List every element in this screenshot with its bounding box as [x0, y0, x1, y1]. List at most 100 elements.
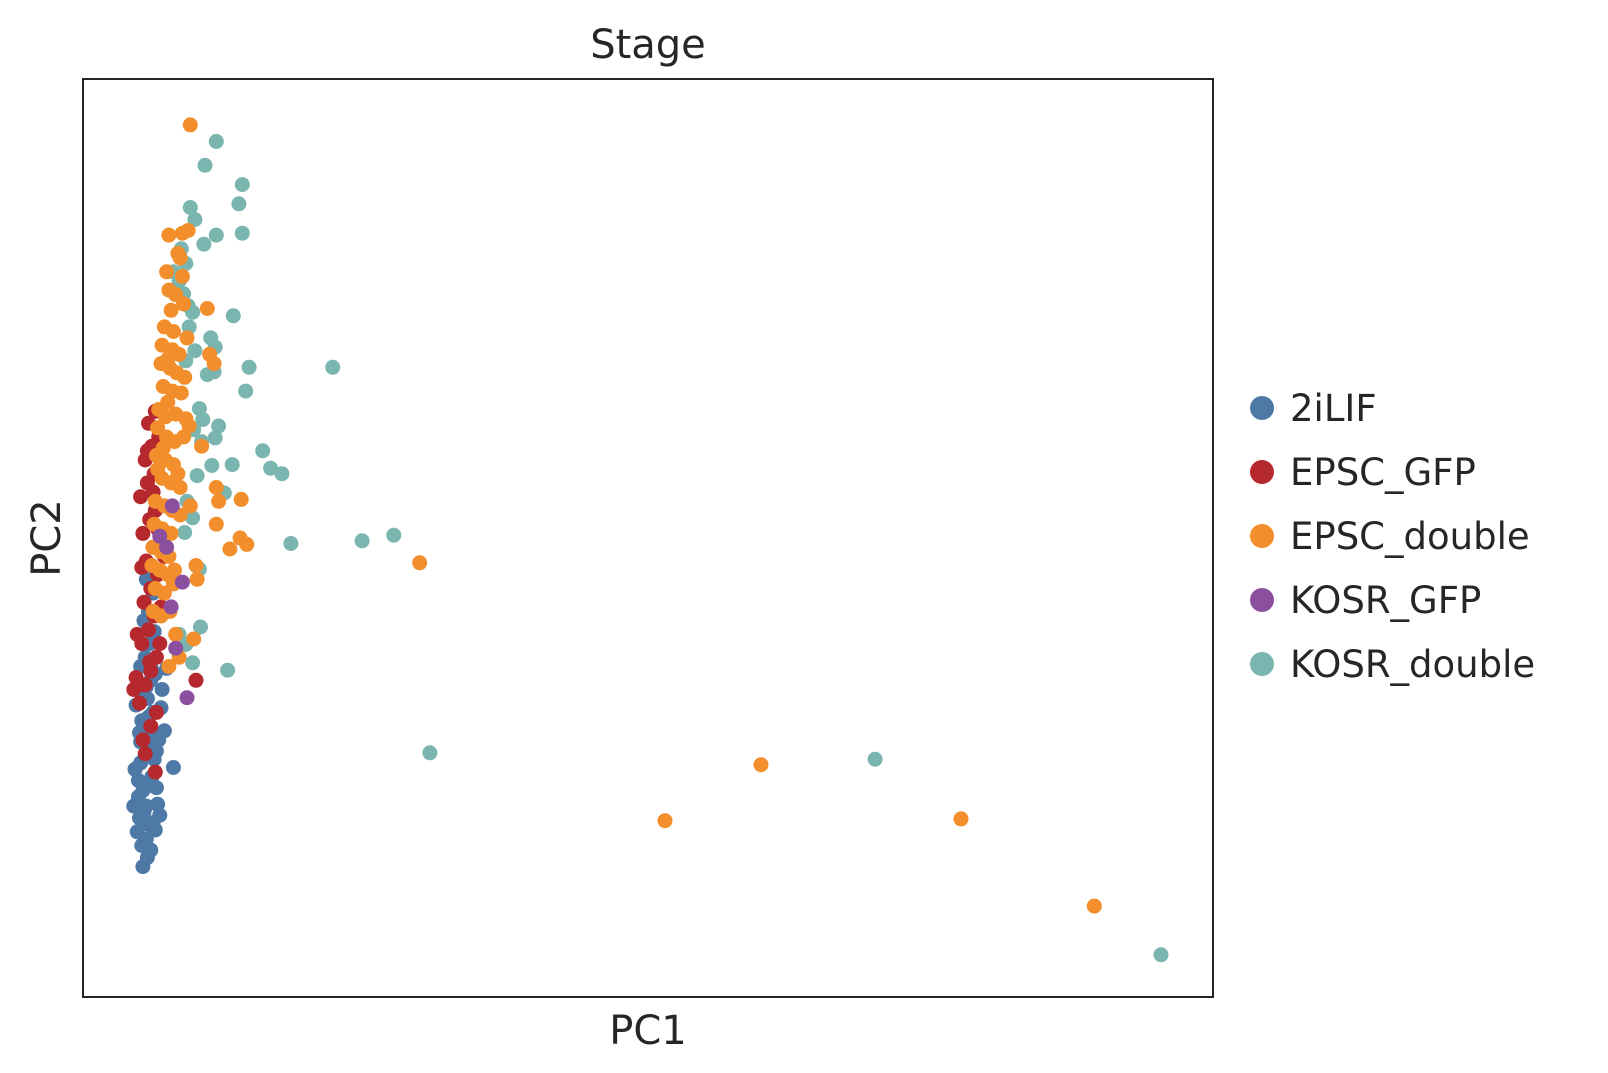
point-epsc-double-26: [173, 385, 189, 401]
point-epsc-double-83: [160, 351, 176, 367]
legend-label: EPSC_GFP: [1290, 451, 1476, 494]
legend-marker: [1250, 460, 1274, 484]
point-kosr-gfp-4: [159, 539, 175, 555]
point-2ilif-43: [147, 822, 163, 838]
legend-marker: [1250, 524, 1274, 548]
point-epsc-double-31: [150, 420, 166, 436]
point-epsc-double-21: [177, 369, 193, 385]
point-kosr-double-42: [177, 525, 193, 540]
point-2ilif-52: [148, 743, 164, 759]
point-epsc-double-28: [160, 394, 176, 410]
point-kosr-double-53: [867, 751, 883, 767]
point-epsc-double-46: [182, 498, 198, 514]
point-epsc-double-5: [159, 264, 175, 280]
point-epsc-double-87: [167, 562, 182, 578]
plot-frame: [82, 78, 1214, 998]
point-kosr-gfp-0: [179, 690, 195, 706]
point-kosr-double-38: [189, 468, 205, 484]
legend-marker: [1250, 652, 1274, 676]
point-kosr-double-1: [197, 157, 213, 173]
point-epsc-double-86: [155, 440, 171, 456]
point-epsc-double-79: [1086, 898, 1102, 914]
point-kosr-double-44: [354, 533, 370, 549]
point-epsc-double-75: [412, 555, 428, 571]
point-kosr-double-31: [207, 430, 223, 446]
point-epsc-double-0: [182, 117, 198, 133]
legend-marker: [1250, 396, 1274, 420]
point-2ilif-13: [148, 780, 164, 796]
point-epsc-double-49: [163, 525, 179, 541]
point-epsc-double-12: [165, 324, 181, 339]
y-axis-label: PC2: [24, 499, 70, 577]
point-kosr-double-33: [224, 457, 240, 473]
x-axis-label: PC1: [609, 1008, 687, 1054]
point-kosr-double-8: [196, 236, 212, 252]
legend-item-2ilif: 2iLIF: [1250, 387, 1377, 430]
point-2ilif-40: [165, 760, 181, 775]
point-epsc-gfp-32: [142, 654, 158, 670]
point-kosr-double-45: [386, 527, 402, 543]
point-epsc-double-6: [172, 250, 188, 266]
point-kosr-double-34: [263, 460, 279, 476]
point-epsc-double-10: [176, 296, 192, 312]
point-2ilif-45: [135, 859, 151, 875]
point-epsc-gfp-0: [132, 695, 147, 711]
legend-label: KOSR_GFP: [1290, 579, 1481, 622]
point-epsc-gfp-35: [148, 704, 164, 720]
point-epsc-gfp-5: [141, 622, 156, 638]
point-epsc-double-66: [186, 631, 202, 647]
point-kosr-double-28: [195, 412, 211, 428]
point-kosr-double-37: [204, 458, 220, 473]
point-epsc-double-77: [753, 757, 769, 773]
point-kosr-double-26: [238, 383, 254, 399]
point-epsc-double-84: [174, 268, 190, 284]
point-epsc-double-78: [953, 811, 969, 827]
point-epsc-double-13: [199, 301, 215, 316]
point-kosr-double-6: [208, 227, 224, 243]
point-epsc-gfp-7: [136, 594, 152, 610]
point-kosr-double-54: [1153, 947, 1169, 963]
legend: 2iLIF EPSC_GFP EPSC_double KOSR_GFP KOSR_dou…: [1250, 387, 1535, 686]
point-2ilif-42: [152, 807, 168, 823]
point-epsc-double-82: [150, 461, 166, 477]
point-epsc-gfp-31: [152, 636, 168, 652]
point-epsc-gfp-33: [188, 672, 204, 688]
legend-label: KOSR_double: [1290, 643, 1535, 686]
point-2ilif-38: [154, 682, 170, 697]
point-epsc-double-69: [189, 571, 205, 587]
legend-item-epsc-double: EPSC_double: [1250, 515, 1530, 558]
point-epsc-double-74: [239, 536, 255, 552]
point-epsc-double-1: [161, 227, 177, 243]
point-epsc-gfp-36: [135, 732, 151, 748]
point-epsc-double-70: [208, 480, 224, 495]
point-epsc-gfp-30: [128, 670, 144, 685]
point-kosr-double-2: [234, 177, 250, 193]
point-epsc-double-38: [194, 438, 210, 454]
point-kosr-double-43: [283, 536, 299, 551]
legend-item-kosr-gfp: KOSR_GFP: [1250, 579, 1481, 622]
point-kosr-double-5: [187, 212, 203, 227]
point-epsc-double-23: [206, 356, 222, 372]
point-epsc-double-60: [156, 585, 172, 601]
point-kosr-double-23: [325, 359, 341, 375]
point-epsc-double-68: [161, 659, 177, 674]
point-epsc-gfp-34: [126, 682, 142, 697]
point-2ilif-46: [156, 723, 172, 739]
point-epsc-gfp-15: [133, 489, 149, 505]
point-epsc-double-71: [233, 491, 249, 507]
point-epsc-gfp-28: [137, 746, 153, 762]
point-epsc-gfp-27: [143, 718, 159, 734]
point-kosr-double-35: [274, 466, 290, 482]
point-kosr-gfp-3: [168, 640, 184, 656]
point-epsc-double-81: [170, 466, 186, 482]
chart-title: Stage: [590, 22, 706, 68]
point-kosr-double-51: [220, 662, 236, 678]
point-epsc-double-17: [179, 330, 195, 346]
point-epsc-gfp-29: [147, 764, 163, 780]
point-epsc-gfp-12: [135, 525, 151, 541]
point-kosr-gfp-1: [174, 574, 190, 590]
point-2ilif-53: [138, 798, 154, 814]
legend-marker: [1250, 588, 1274, 612]
point-kosr-double-7: [234, 225, 250, 241]
